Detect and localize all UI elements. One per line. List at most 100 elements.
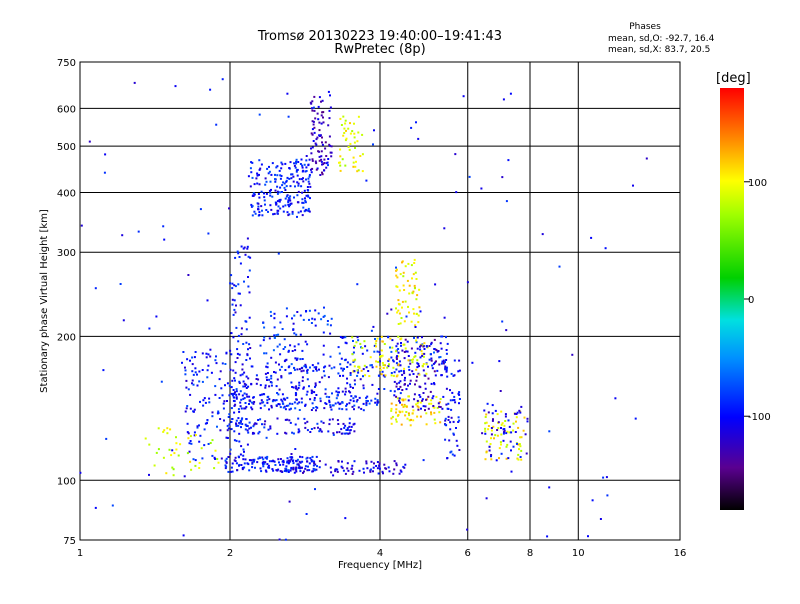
data-point	[356, 369, 359, 372]
data-point	[454, 153, 457, 156]
data-point	[433, 348, 436, 350]
data-point	[341, 337, 344, 339]
data-point	[184, 373, 187, 376]
data-point	[309, 457, 312, 460]
data-point	[305, 178, 307, 181]
data-point	[348, 390, 350, 393]
data-point	[398, 388, 401, 390]
data-point	[324, 388, 327, 391]
data-point	[430, 413, 433, 416]
data-point	[500, 410, 503, 413]
data-point	[319, 397, 322, 400]
data-point	[346, 427, 349, 430]
data-point	[310, 322, 313, 324]
data-point	[264, 469, 267, 472]
data-point	[328, 109, 331, 112]
data-point	[306, 368, 309, 371]
data-point	[349, 429, 352, 432]
data-point	[320, 150, 323, 153]
data-point	[399, 364, 402, 367]
data-point	[285, 185, 288, 188]
x-tick-label: 10	[572, 548, 585, 559]
data-point	[614, 397, 617, 400]
data-point	[490, 437, 492, 440]
data-point	[262, 465, 265, 468]
data-point	[235, 388, 238, 391]
data-point	[175, 448, 178, 451]
data-point	[445, 349, 448, 351]
data-point	[403, 343, 406, 346]
data-point	[379, 355, 382, 357]
data-point	[299, 470, 302, 473]
data-point	[352, 400, 355, 403]
data-point	[306, 371, 309, 374]
data-point	[403, 383, 406, 386]
data-point	[427, 407, 430, 410]
data-point	[326, 320, 329, 322]
data-point	[207, 232, 210, 235]
data-point	[263, 336, 266, 339]
data-point	[236, 469, 239, 472]
data-point	[398, 472, 401, 475]
data-point	[411, 361, 414, 364]
data-point	[224, 467, 227, 470]
data-point	[289, 421, 292, 424]
data-point	[352, 165, 355, 168]
data-point	[417, 137, 420, 140]
data-point	[352, 359, 355, 362]
data-point	[503, 424, 506, 427]
data-point	[357, 115, 360, 118]
data-point	[323, 306, 325, 309]
data-point	[302, 318, 305, 321]
data-point	[328, 396, 331, 399]
data-point	[403, 367, 406, 370]
data-point	[189, 435, 192, 438]
data-point	[294, 166, 297, 169]
data-point	[352, 386, 354, 389]
data-point	[336, 470, 339, 473]
data-point	[399, 392, 402, 395]
data-point	[196, 373, 198, 376]
data-point	[435, 360, 437, 363]
data-point	[248, 421, 251, 424]
data-point	[423, 352, 426, 355]
data-point	[240, 418, 243, 421]
data-point	[298, 460, 301, 463]
data-point	[370, 468, 372, 471]
data-point	[238, 292, 241, 295]
data-point	[248, 403, 250, 405]
data-point	[288, 419, 291, 422]
data-point	[399, 322, 402, 325]
data-point	[496, 429, 499, 431]
data-point	[510, 470, 513, 473]
data-point	[304, 365, 307, 368]
data-point	[424, 409, 426, 412]
data-point	[310, 171, 313, 174]
data-point	[378, 462, 381, 465]
data-point	[251, 176, 254, 179]
data-point	[261, 456, 264, 459]
data-point	[269, 191, 272, 194]
data-point	[261, 214, 264, 217]
data-point	[357, 365, 360, 368]
data-point	[424, 382, 427, 385]
data-point	[271, 195, 274, 198]
data-point	[276, 212, 279, 215]
data-point	[241, 368, 244, 371]
data-point	[393, 371, 396, 374]
data-point	[243, 466, 246, 469]
data-point	[380, 349, 383, 352]
data-point	[408, 373, 411, 376]
data-point	[395, 362, 398, 365]
data-point	[247, 431, 250, 434]
data-point	[318, 368, 320, 371]
data-point	[266, 455, 269, 458]
data-point	[401, 373, 404, 376]
data-point	[292, 180, 295, 183]
data-point	[341, 390, 344, 393]
data-point	[419, 386, 422, 389]
data-point	[416, 415, 419, 418]
data-point	[304, 170, 307, 173]
data-point	[441, 360, 444, 363]
data-point	[267, 464, 270, 467]
